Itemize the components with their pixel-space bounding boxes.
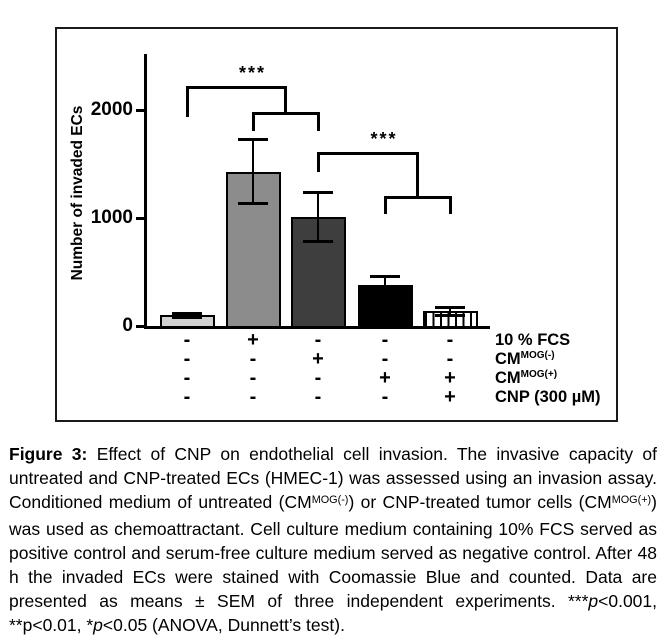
y-tick-mark [136,217,144,220]
error-bar-cap-bottom [238,201,268,205]
error-bar-line [252,139,254,204]
sig-bracket-connector [284,86,287,115]
figure-panel: Number of invaded ECs 0 1000 2000 *** *** - + -… [55,27,618,422]
sig-bracket-group [251,112,320,115]
matrix-cell: - [183,367,191,389]
matrix-cell: - [314,329,322,351]
error-bar-cap-bottom [303,239,333,243]
treatment-label-superscript: MOG(+) [520,369,558,380]
caption-italic-p: p [93,615,103,635]
treatment-label-text: 10 % FCS [495,331,571,349]
matrix-cell: - [249,348,257,370]
sig-bracket-group-right-leg [316,112,320,131]
sig-bracket-group-right-leg [448,196,452,214]
y-axis-spine [144,54,147,329]
error-bar-line [186,312,188,318]
caption-superscript: MOG(+) [611,494,652,507]
sig-bracket-connector [416,152,419,199]
sig-bracket-top [185,86,287,89]
matrix-cell: - [314,386,322,408]
caption-text-run: ) was used as chemoattractant. Cell cult… [9,492,657,611]
matrix-cell: - [183,348,191,370]
matrix-cell: - [381,329,389,351]
treatment-label-text: CM [495,369,521,387]
caption-text-run: Effect of CNP on endothelial cell invasi… [9,444,657,512]
sig-bracket-group-left-leg [383,196,387,214]
caption-figure-label: Figure 3: [9,444,88,464]
y-tick-mark [136,109,144,112]
sig-bracket-left-leg [185,86,189,117]
y-tick-label: 0 [122,315,133,336]
matrix-cell: - [381,348,389,370]
significance-label: *** [370,129,398,149]
matrix-cell: + [247,329,259,351]
matrix-cell: + [379,367,391,389]
matrix-cell: - [183,329,191,351]
caption-text-run: <0.05 (ANOVA, Dunnett’s test). [102,615,345,635]
caption-italic-p: p [588,591,599,611]
error-bar-cap-top [172,311,202,315]
treatment-label: CMMOG(-) [495,348,555,370]
matrix-cell: - [314,367,322,389]
error-bar-line [384,276,386,294]
sig-bracket-group-left-leg [251,112,255,131]
sig-bracket-top [316,152,419,155]
plot-area: Number of invaded ECs 0 1000 2000 *** *** - + -… [57,29,616,420]
treatment-label: CNP (300 µM) [495,386,600,408]
caption-text-run: <0.001, **p<0.01, * [9,591,657,635]
treatment-label: CMMOG(+) [495,367,557,389]
error-bar-line [449,307,451,316]
matrix-cell: - [446,348,454,370]
matrix-cell: - [249,367,257,389]
caption-text-run: ) or CNP-treated tumor cells (CM [348,492,612,512]
sig-bracket-group [383,196,452,199]
y-tick-label: 2000 [90,99,133,120]
error-bar-line [317,192,319,242]
error-bar-cap-top [238,138,268,142]
figure-caption: Figure 3: Effect of CNP on endothelial c… [9,442,657,637]
treatment-label-text: CNP (300 µM) [495,388,601,406]
matrix-cell: - [183,386,191,408]
y-tick-label: 1000 [90,207,133,228]
treatment-label-superscript: MOG(-) [520,350,555,361]
matrix-cell: + [312,348,324,370]
treatment-label-text: CM [495,350,521,368]
y-tick-mark [136,325,144,328]
error-bar-cap-bottom [172,315,202,319]
error-bar-cap-top [370,275,400,279]
matrix-cell: - [249,386,257,408]
error-bar-cap-top [303,191,333,195]
matrix-cell: + [444,386,456,408]
matrix-cell: + [444,367,456,389]
error-bar-cap-bottom [435,313,465,317]
treatment-label: 10 % FCS [495,329,570,351]
significance-label: *** [238,63,266,83]
matrix-cell: - [446,329,454,351]
matrix-cell: - [381,386,389,408]
caption-superscript: MOG(-) [311,494,349,507]
sig-bracket-left-leg [316,152,320,172]
error-bar-cap-bottom [370,291,400,295]
error-bar-cap-top [435,306,465,310]
